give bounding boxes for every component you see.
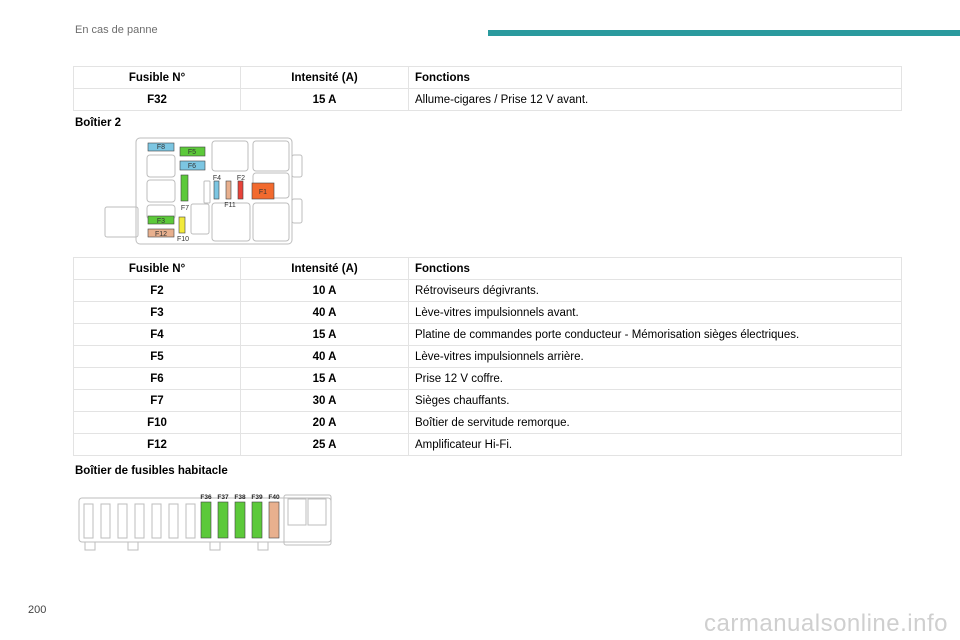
col-header-func: Fonctions — [408, 257, 902, 280]
header-title: En cas de panne — [75, 24, 158, 36]
table-row: F10 20 A Boîtier de servitude remorque. — [73, 411, 902, 434]
col-header-amp: Intensité (A) — [240, 257, 409, 280]
fuse-cell: F32 — [73, 88, 241, 111]
amp-cell: 15 A — [240, 323, 409, 346]
svg-text:F38: F38 — [234, 494, 246, 501]
fuse-f6: F6 — [179, 160, 206, 171]
svg-text:F8: F8 — [157, 144, 165, 151]
watermark: carmanualsonline.info — [704, 610, 948, 637]
func-cell: Boîtier de servitude remorque. — [408, 411, 902, 434]
fuse-f40: F40 — [268, 494, 280, 539]
fuse-f38: F38 — [234, 494, 246, 539]
fuse-f1: F1 — [251, 182, 275, 200]
fuse-table-2: Fusible N° Intensité (A) Fonctions F2 10… — [73, 257, 902, 456]
fuse-f7: F7 — [180, 174, 189, 212]
svg-text:F39: F39 — [251, 494, 263, 501]
func-cell: Prise 12 V coffre. — [408, 367, 902, 390]
svg-text:F3: F3 — [157, 218, 165, 225]
table-row: F32 15 A Allume-cigares / Prise 12 V ava… — [73, 88, 902, 111]
amp-cell: 10 A — [240, 279, 409, 302]
amp-cell: 15 A — [240, 367, 409, 390]
fuse-box-habitacle-diagram: F36 F37 F38 F39 F40 — [78, 494, 332, 551]
svg-text:F36: F36 — [200, 494, 212, 501]
col-header-fuse: Fusible N° — [73, 257, 241, 280]
col-header-fuse: Fusible N° — [73, 66, 241, 89]
func-cell: Allume-cigares / Prise 12 V avant. — [408, 88, 902, 111]
fuse-cell: F5 — [73, 345, 241, 368]
table-row: F12 25 A Amplificateur Hi-Fi. — [73, 433, 902, 456]
func-cell: Amplificateur Hi-Fi. — [408, 433, 902, 456]
svg-text:F5: F5 — [188, 149, 196, 156]
svg-text:F2: F2 — [237, 175, 245, 182]
table-row: F7 30 A Sièges chauffants. — [73, 389, 902, 412]
func-cell: Lève-vitres impulsionnels arrière. — [408, 345, 902, 368]
fuse-f11: F11 — [224, 180, 236, 209]
fuse-f4: F4 — [213, 175, 221, 200]
fuse-cell: F12 — [73, 433, 241, 456]
fuse-table-1: Fusible N° Intensité (A) Fonctions F32 1… — [73, 66, 902, 111]
table-row: F2 10 A Rétroviseurs dégivrants. — [73, 279, 902, 302]
fuse-f2: F2 — [237, 175, 245, 200]
amp-cell: 25 A — [240, 433, 409, 456]
func-cell: Lève-vitres impulsionnels avant. — [408, 301, 902, 324]
section-title-boitier-2: Boîtier 2 — [75, 117, 122, 129]
func-cell: Sièges chauffants. — [408, 389, 902, 412]
svg-text:F6: F6 — [188, 163, 196, 170]
section-title-habitacle: Boîtier de fusibles habitacle — [75, 465, 228, 477]
func-cell: Platine de commandes porte conducteur - … — [408, 323, 902, 346]
table-row: F5 40 A Lève-vitres impulsionnels arrièr… — [73, 345, 902, 368]
amp-cell: 30 A — [240, 389, 409, 412]
col-header-func: Fonctions — [408, 66, 902, 89]
table-row: F4 15 A Platine de commandes porte condu… — [73, 323, 902, 346]
svg-text:F37: F37 — [217, 494, 229, 501]
table-header-row: Fusible N° Intensité (A) Fonctions — [73, 66, 902, 89]
svg-text:F4: F4 — [213, 175, 221, 182]
svg-text:F40: F40 — [268, 494, 280, 501]
fuse-f36: F36 — [200, 494, 212, 539]
header-accent-bar — [488, 30, 960, 36]
fuse-f12: F12 — [147, 228, 175, 238]
svg-text:F7: F7 — [181, 205, 189, 212]
fuse-cell: F2 — [73, 279, 241, 302]
fuse-cell: F10 — [73, 411, 241, 434]
amp-cell: 15 A — [240, 88, 409, 111]
col-header-amp: Intensité (A) — [240, 66, 409, 89]
fuse-cell: F6 — [73, 367, 241, 390]
amp-cell: 20 A — [240, 411, 409, 434]
fuse-f10: F10 — [177, 216, 189, 243]
fuse-f8: F8 — [147, 142, 175, 152]
svg-text:F10: F10 — [177, 236, 189, 243]
fuse-box-2-diagram: F8 F5 F6 F7 F4 F11 F2 F1 F3 F12 F10 — [104, 137, 303, 245]
table-header-row: Fusible N° Intensité (A) Fonctions — [73, 257, 902, 280]
fuse-f3: F3 — [147, 215, 175, 225]
svg-text:F1: F1 — [259, 189, 267, 196]
fuse-f37: F37 — [217, 494, 229, 539]
fuse-cell: F4 — [73, 323, 241, 346]
page-number: 200 — [28, 604, 47, 616]
amp-cell: 40 A — [240, 345, 409, 368]
fuse-cell: F3 — [73, 301, 241, 324]
func-cell: Rétroviseurs dégivrants. — [408, 279, 902, 302]
svg-text:F12: F12 — [155, 231, 167, 238]
fuse-cell: F7 — [73, 389, 241, 412]
fuse-f5: F5 — [179, 146, 206, 157]
table-row: F6 15 A Prise 12 V coffre. — [73, 367, 902, 390]
amp-cell: 40 A — [240, 301, 409, 324]
svg-text:F11: F11 — [224, 202, 236, 209]
table-row: F3 40 A Lève-vitres impulsionnels avant. — [73, 301, 902, 324]
fuse-f39: F39 — [251, 494, 263, 539]
